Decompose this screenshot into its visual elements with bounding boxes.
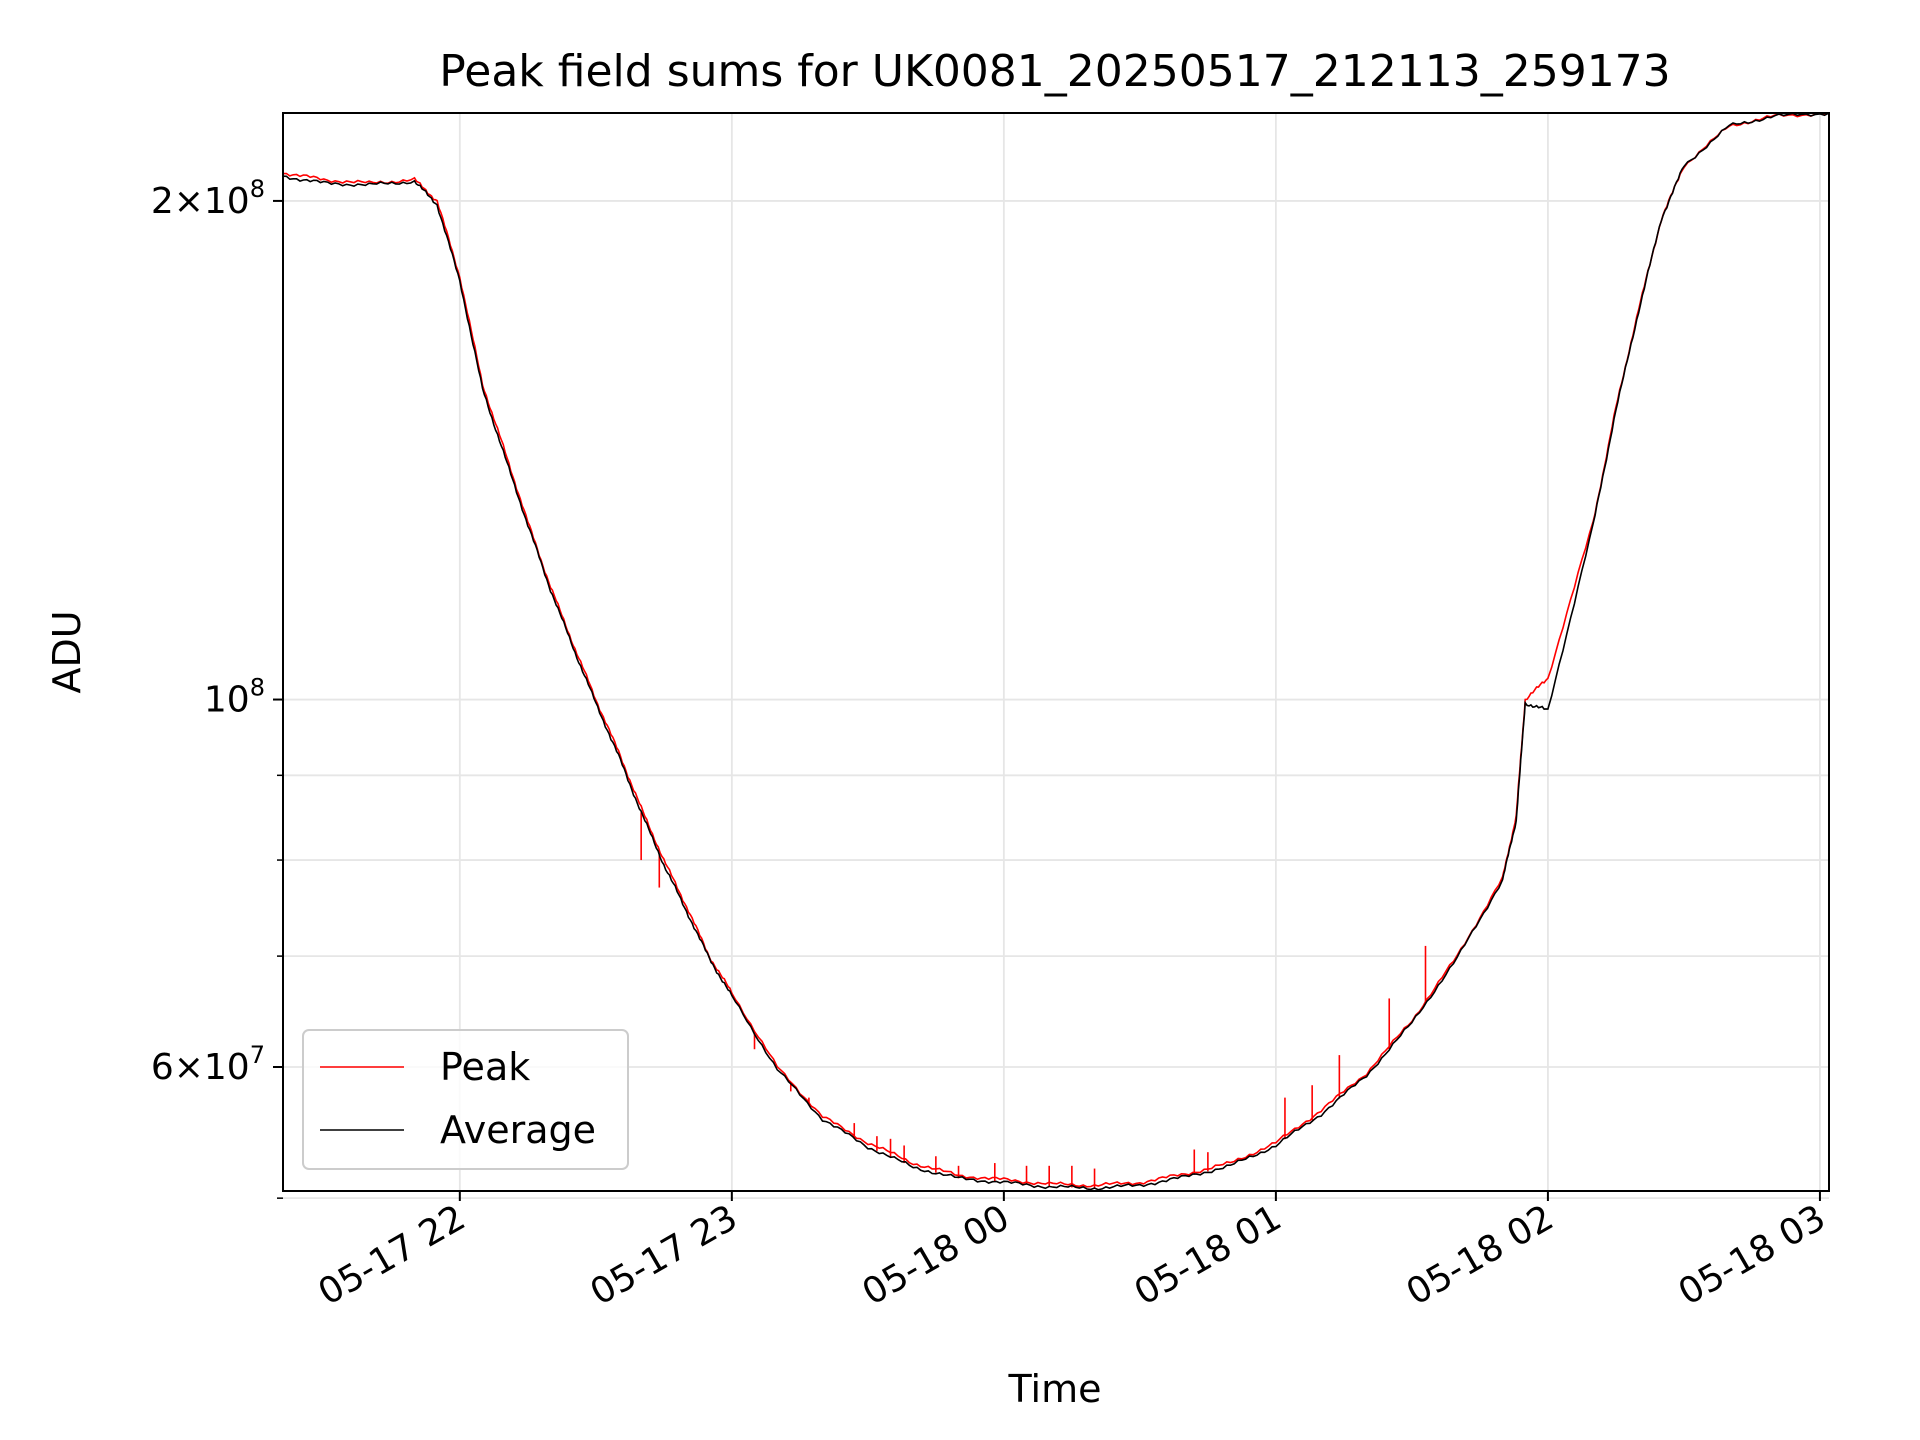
y-tick-label: 6×107 xyxy=(151,1041,265,1088)
legend-label-peak: Peak xyxy=(440,1045,530,1089)
x-axis-label: Time xyxy=(1008,1367,1102,1411)
axes-frame xyxy=(282,112,1830,1192)
legend: Peak Average xyxy=(302,1029,629,1170)
legend-label-average: Average xyxy=(440,1108,596,1152)
chart-title: Peak field sums for UK0081_20250517_2121… xyxy=(439,46,1670,97)
grid xyxy=(283,113,1829,1200)
y-axis-ticks: 6×107 108 2×108 xyxy=(151,175,283,1199)
plot-area xyxy=(282,112,1830,1200)
y-axis-label: ADU xyxy=(45,610,89,693)
y-tick-label: 108 xyxy=(204,674,265,721)
legend-box xyxy=(302,1029,629,1170)
y-tick-label: 2×108 xyxy=(151,175,265,222)
series-line-average xyxy=(282,112,1830,1191)
peak-spikes xyxy=(640,812,1427,1189)
